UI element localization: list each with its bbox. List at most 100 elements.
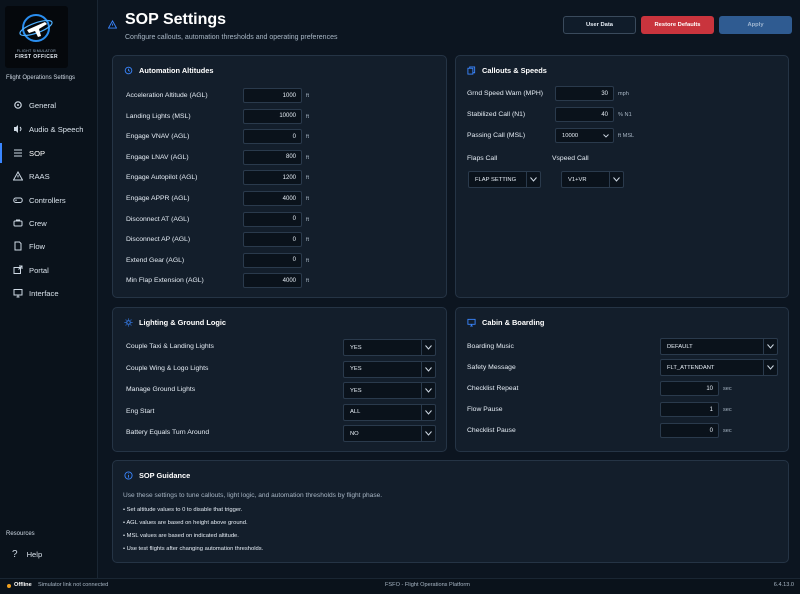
sidebar-item-audio-speech[interactable]: Audio & Speech bbox=[0, 119, 97, 139]
panel-title: Cabin & Boarding bbox=[482, 318, 545, 327]
automation-row-label: Min Flap Extension (AGL) bbox=[126, 277, 204, 285]
automation-row-input[interactable]: 0 bbox=[243, 211, 302, 227]
guidance-item: • Use test flights after changing automa… bbox=[123, 546, 264, 552]
automation-row-label: Engage VNAV (AGL) bbox=[126, 133, 190, 141]
guidance-item: • AGL values are based on height above g… bbox=[123, 520, 248, 526]
stabilized-call-label: Stabilized Call (N1) bbox=[467, 111, 526, 118]
sidebar-item-label: Crew bbox=[29, 218, 47, 228]
unit-label: ft bbox=[306, 216, 310, 223]
sidebar-item-interface[interactable]: Interface bbox=[0, 283, 97, 303]
unit-label: sec bbox=[723, 428, 732, 434]
unit-label: ft bbox=[306, 134, 310, 141]
vspeed-call-value: V1+VR bbox=[568, 176, 587, 183]
document-icon bbox=[12, 241, 23, 252]
status-text: Offline bbox=[14, 582, 32, 588]
copy-icon bbox=[467, 66, 476, 75]
platform-name: FSFO - Flight Operations Platform bbox=[385, 582, 470, 588]
flaps-call-select[interactable]: FLAP SETTING bbox=[468, 171, 541, 188]
stabilized-call-input[interactable]: 40 bbox=[555, 107, 614, 122]
version-text: 6.4.13.0 bbox=[773, 582, 794, 588]
automation-row-input[interactable]: 0 bbox=[243, 232, 302, 248]
flow-pause-label: Flow Pause bbox=[467, 406, 503, 413]
sidebar-item-label: Audio & Speech bbox=[29, 124, 84, 134]
automation-row-input[interactable]: 10000 bbox=[243, 108, 302, 124]
logo-line1: FLIGHT SIMULATOR bbox=[16, 49, 57, 53]
lighting-row-select[interactable]: YES bbox=[343, 339, 436, 356]
automation-row-input[interactable]: 0 bbox=[243, 129, 302, 145]
passing-call-select[interactable]: 10000 bbox=[555, 128, 614, 143]
automation-row-input[interactable]: 1000 bbox=[243, 88, 302, 103]
help-icon: ? bbox=[12, 549, 18, 560]
unit-label: ft bbox=[306, 278, 310, 285]
info-icon bbox=[124, 471, 133, 480]
vspeed-call-label: Vspeed Call bbox=[552, 155, 589, 162]
lighting-row-label: Couple Taxi & Landing Lights bbox=[126, 343, 214, 350]
user-data-button[interactable]: User Data bbox=[563, 16, 636, 34]
lighting-row-label: Eng Start bbox=[126, 407, 155, 415]
sidebar-item-label: Interface bbox=[29, 288, 59, 298]
sidebar-item-label: Controllers bbox=[29, 195, 66, 205]
sidebar-item-sop[interactable]: SOP bbox=[0, 143, 97, 163]
panel-title: Lighting & Ground Logic bbox=[139, 318, 227, 327]
automation-row-label: Disconnect AT (AGL) bbox=[126, 215, 190, 223]
sidebar-item-controllers[interactable]: Controllers bbox=[0, 190, 97, 210]
guidance-item: • MSL values are based on indicated alti… bbox=[123, 533, 239, 539]
lighting-row-value: YES bbox=[350, 387, 362, 394]
grnd-speed-warn-label: Grnd Speed Warn (MPH) bbox=[467, 90, 544, 97]
status-dot-icon bbox=[7, 584, 11, 588]
help-link[interactable]: ? Help bbox=[12, 549, 42, 560]
apply-button[interactable]: Apply bbox=[719, 16, 792, 34]
automation-row-input[interactable]: 800 bbox=[243, 149, 302, 165]
vspeed-call-select[interactable]: V1+VR bbox=[561, 171, 624, 188]
boarding-music-select[interactable]: DEFAULT bbox=[660, 338, 778, 355]
panel-title: Automation Altitudes bbox=[139, 66, 214, 75]
guidance-item: • Set altitude values to 0 to disable th… bbox=[123, 507, 243, 513]
automation-row-input[interactable]: 4000 bbox=[243, 273, 302, 289]
safety-message-label: Safety Message bbox=[467, 364, 516, 371]
lighting-row-select[interactable]: NO bbox=[343, 425, 436, 442]
flow-pause-input[interactable]: 1 bbox=[660, 402, 719, 417]
unit-label: ft bbox=[306, 237, 310, 244]
safety-message-select[interactable]: FLT_ATTENDANT bbox=[660, 359, 778, 376]
chevron-down-icon bbox=[421, 426, 435, 441]
automation-row-label: Engage APPR (AGL) bbox=[126, 195, 190, 202]
page-title: SOP Settings bbox=[125, 11, 227, 28]
panel-header: Callouts & Speeds bbox=[467, 66, 547, 75]
lighting-row-select[interactable]: ALL bbox=[343, 403, 436, 421]
sidebar-item-portal[interactable]: Portal bbox=[0, 260, 97, 280]
boarding-music-label: Boarding Music bbox=[467, 343, 514, 350]
gear-icon bbox=[12, 100, 23, 111]
chevron-down-icon bbox=[526, 172, 540, 187]
flaps-call-label: Flaps Call bbox=[467, 155, 498, 162]
sidebar-subtitle: Flight Operations Settings bbox=[6, 75, 76, 81]
automation-row-input[interactable]: 1200 bbox=[243, 170, 302, 186]
automation-row-label: Landing Lights (MSL) bbox=[126, 112, 191, 120]
sidebar-item-flow[interactable]: Flow bbox=[0, 236, 97, 256]
panel-header: Cabin & Boarding bbox=[467, 318, 544, 327]
checklist-pause-input[interactable]: 0 bbox=[660, 423, 719, 438]
sidebar-item-general[interactable]: General bbox=[0, 95, 97, 115]
automation-row-input[interactable]: 0 bbox=[243, 252, 302, 268]
globe-plane-icon bbox=[19, 14, 53, 42]
lighting-row-value: NO bbox=[350, 430, 359, 437]
help-label: Help bbox=[26, 550, 43, 559]
warning-icon bbox=[108, 20, 117, 29]
lighting-row-select[interactable]: YES bbox=[343, 382, 436, 399]
boarding-music-value: DEFAULT bbox=[667, 343, 693, 350]
sidebar-item-label: Flow bbox=[29, 241, 46, 251]
guidance-intro: Use these settings to tune callouts, lig… bbox=[123, 492, 383, 499]
lighting-row-label: Couple Wing & Logo Lights bbox=[126, 364, 209, 372]
grnd-speed-warn-input[interactable]: 30 bbox=[555, 86, 614, 101]
sidebar: FLIGHT SIMULATOR FIRST OFFICER Flight Op… bbox=[0, 0, 98, 578]
automation-row-label: Disconnect AP (AGL) bbox=[126, 236, 191, 244]
automation-row-input[interactable]: 4000 bbox=[243, 191, 302, 206]
lighting-row-value: YES bbox=[350, 366, 362, 372]
unit-label: ft bbox=[306, 196, 310, 202]
monitor-icon bbox=[467, 318, 476, 327]
lighting-row-select[interactable]: YES bbox=[343, 360, 436, 378]
sidebar-item-raas[interactable]: RAAS bbox=[0, 166, 97, 186]
chevron-down-icon bbox=[421, 404, 435, 420]
sidebar-item-crew[interactable]: Crew bbox=[0, 213, 97, 233]
checklist-repeat-input[interactable]: 10 bbox=[660, 381, 719, 396]
restore-defaults-button[interactable]: Restore Defaults bbox=[641, 16, 714, 34]
